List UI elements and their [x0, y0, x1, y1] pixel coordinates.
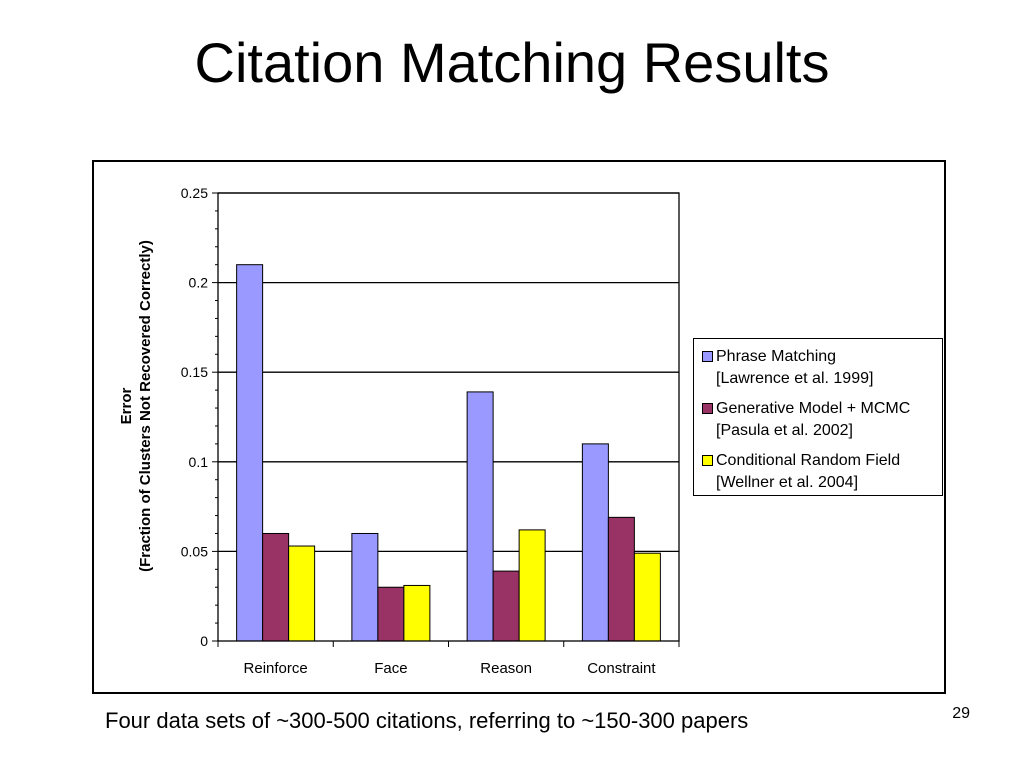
bars [236, 264, 661, 642]
legend-citation: [Wellner et al. 2004] [716, 474, 859, 491]
bar-constraint-series-3 [633, 552, 661, 642]
legend-label: Conditional Random Field [716, 452, 901, 469]
bar-reason-series-1 [466, 391, 494, 642]
y-tick-label: 0.25 [181, 185, 208, 201]
legend-citation: [Lawrence et al. 1999] [716, 370, 874, 387]
x-tick-label: Face [374, 660, 407, 677]
slide-caption: Four data sets of ~300-500 citations, re… [105, 708, 749, 733]
bar-reinforce-series-1 [236, 264, 264, 642]
chart-frame: 0 0.05 0.1 0.15 0.2 0.25 Reinforce Face Reason C… [92, 160, 946, 694]
chart-legend: Phrase Matching [Lawrence et al. 1999] G… [693, 338, 943, 496]
axes [212, 192, 680, 647]
bar-constraint-series-2 [607, 516, 635, 642]
y-tick-label: 0.05 [181, 543, 208, 559]
x-tick-label: Constraint [587, 660, 656, 677]
bar-reason-series-2 [492, 570, 520, 642]
legend-swatch [702, 403, 713, 414]
slide-title: Citation Matching Results [194, 31, 830, 94]
legend-label: Phrase Matching [716, 348, 837, 365]
legend-citation: [Pasula et al. 2002] [716, 422, 853, 439]
y-tick-label: 0.2 [189, 275, 209, 291]
y-tick-label: 0.15 [181, 364, 208, 380]
y-tick-label: 0.1 [189, 454, 209, 470]
legend-swatch [702, 455, 713, 466]
bar-constraint-series-1 [581, 443, 609, 642]
legend-swatch [702, 351, 713, 362]
bar-reason-series-3 [518, 529, 546, 642]
bar-face-series-1 [351, 532, 379, 642]
y-axis-subtitle: (Fraction of Clusters Not Recovered Corr… [137, 240, 154, 572]
bar-face-series-2 [377, 586, 405, 642]
y-tick-labels: 0 0.05 0.1 0.15 0.2 0.25 [181, 185, 208, 649]
bar-face-series-3 [403, 584, 431, 642]
x-tick-labels: Reinforce Face Reason Constraint [244, 660, 657, 677]
x-tick-label: Reason [480, 660, 532, 677]
x-tick-label: Reinforce [244, 660, 308, 677]
slide-number: 29 [952, 705, 970, 722]
gridlines [218, 192, 679, 553]
legend-label: Generative Model + MCMC [716, 400, 911, 417]
bar-reinforce-series-2 [262, 532, 290, 642]
y-tick-label: 0 [200, 633, 208, 649]
y-axis-title: Error [118, 388, 135, 425]
bar-reinforce-series-3 [288, 545, 316, 642]
bar-chart: 0 0.05 0.1 0.15 0.2 0.25 Reinforce Face Reason C… [118, 185, 680, 677]
